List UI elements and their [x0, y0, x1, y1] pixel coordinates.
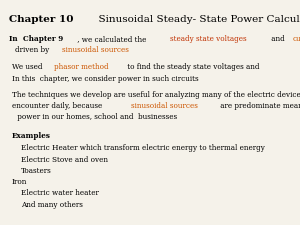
- Text: In: In: [9, 35, 20, 43]
- Text: The techniques we develop are useful for analyzing many of the electric devices : The techniques we develop are useful for…: [12, 91, 300, 99]
- Text: Electric Heater which transform electric energy to thermal energy: Electric Heater which transform electric…: [21, 144, 265, 152]
- Text: Toasters: Toasters: [21, 167, 52, 175]
- Text: driven by: driven by: [15, 46, 52, 54]
- Text: steady state voltages: steady state voltages: [170, 35, 247, 43]
- Text: We used: We used: [12, 63, 45, 71]
- Text: Iron: Iron: [12, 178, 27, 186]
- Text: Examples: Examples: [12, 132, 51, 140]
- Text: sinusoidal sources: sinusoidal sources: [62, 46, 129, 54]
- Text: Electric water heater: Electric water heater: [21, 189, 99, 198]
- Text: are predominate means of providing electric: are predominate means of providing elect…: [218, 102, 300, 110]
- Text: , we calculated the: , we calculated the: [75, 35, 149, 43]
- Text: to find the steady state voltages and: to find the steady state voltages and: [125, 63, 262, 71]
- Text: In this  chapter, we consider power in such circuits: In this chapter, we consider power in su…: [12, 75, 199, 83]
- Text: phasor method: phasor method: [54, 63, 109, 71]
- Text: and: and: [269, 35, 287, 43]
- Text: currents: currents: [292, 35, 300, 43]
- Text: encounter daily, because: encounter daily, because: [12, 102, 104, 110]
- Text: And many others: And many others: [21, 201, 83, 209]
- Text: sinusoidal sources: sinusoidal sources: [131, 102, 198, 110]
- Text: Electric Stove and oven: Electric Stove and oven: [21, 156, 108, 164]
- Text: power in our homes, school and  businesses: power in our homes, school and businesse…: [15, 113, 177, 121]
- Text: Chapter 9: Chapter 9: [23, 35, 64, 43]
- Text: Sinusoidal Steady- State Power Calculations: Sinusoidal Steady- State Power Calculati…: [92, 15, 300, 24]
- Text: Chapter 10: Chapter 10: [9, 15, 74, 24]
